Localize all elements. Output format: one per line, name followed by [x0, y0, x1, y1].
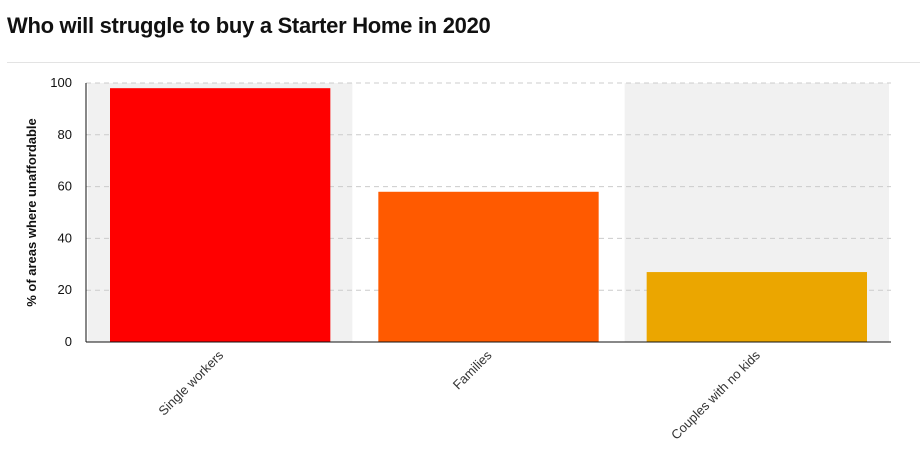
bar-families [378, 191, 599, 342]
x-tick-label: Families [450, 347, 495, 392]
x-tick-label: Couples with no kids [668, 347, 763, 442]
x-tick-labels: Single workers Families Couples with no ki… [155, 347, 763, 442]
y-axis-title: % of areas where unaffordable [24, 118, 39, 307]
x-tick-label: Single workers [155, 347, 226, 418]
y-tick-label: 100 [50, 75, 72, 90]
y-tick-label: 80 [58, 127, 72, 142]
y-tick-label: 0 [65, 334, 72, 349]
axes [85, 83, 891, 343]
bar-couples-with-no-kids [646, 272, 867, 342]
bars [110, 88, 867, 343]
chart-title: Who will struggle to buy a Starter Home … [7, 13, 491, 38]
y-tick-labels: 0 20 40 60 80 100 [50, 75, 72, 349]
bar-single-workers [110, 88, 331, 343]
y-tick-label: 60 [58, 179, 72, 194]
y-tick-label: 40 [58, 230, 72, 245]
y-tick-label: 20 [58, 282, 72, 297]
title-divider [7, 62, 920, 63]
